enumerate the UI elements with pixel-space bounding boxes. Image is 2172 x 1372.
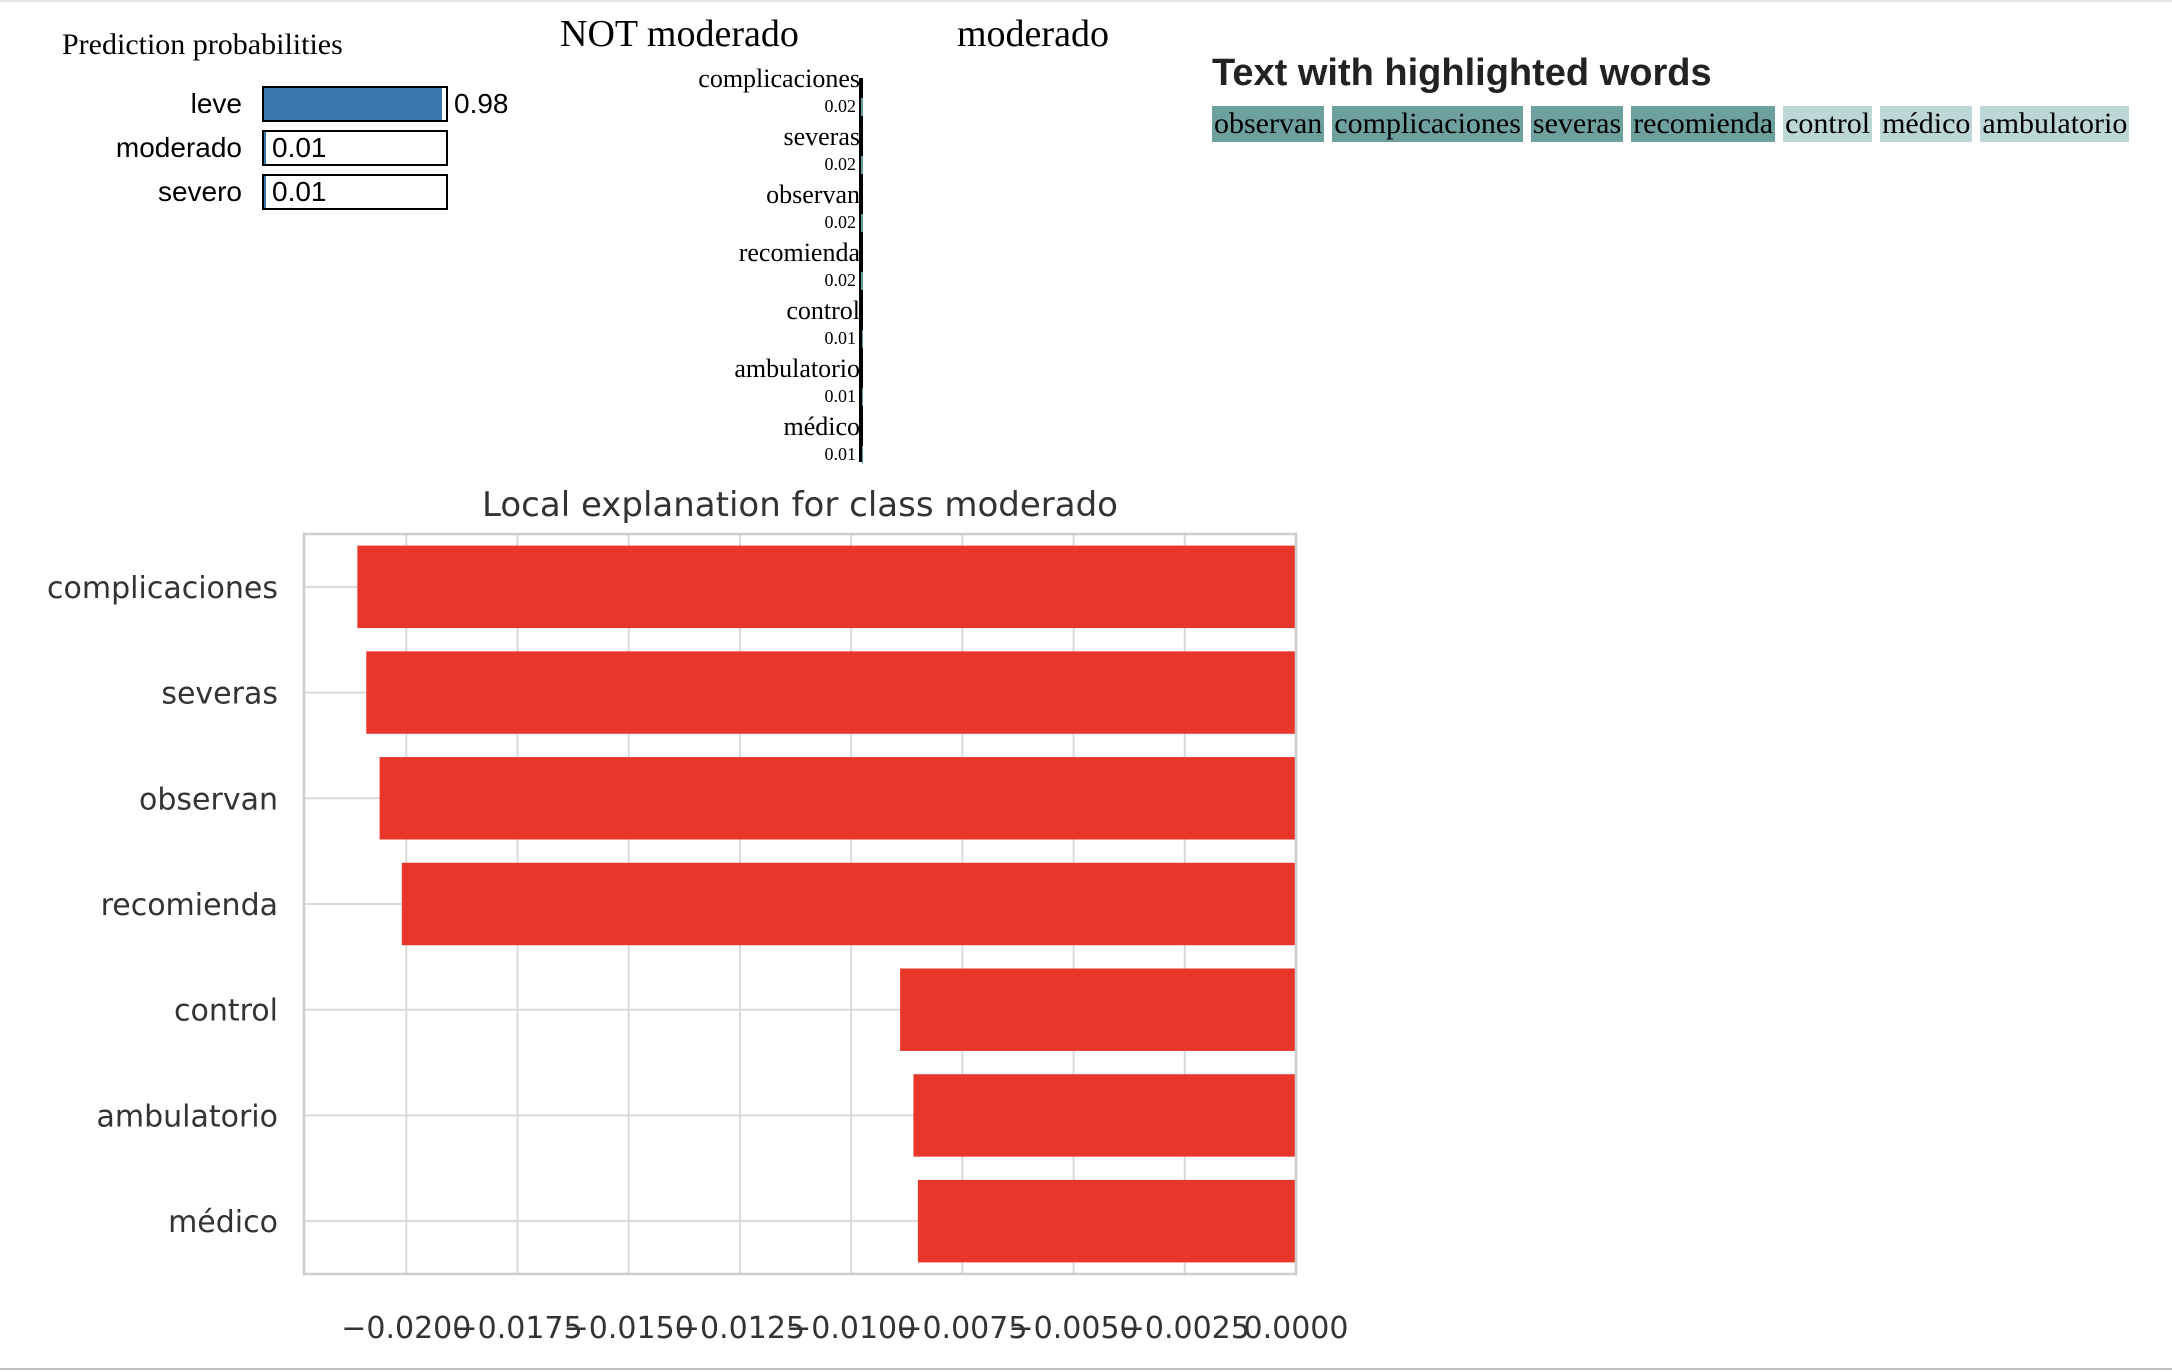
prediction-bar-fill	[264, 88, 443, 120]
feature-weight-bar	[860, 98, 863, 116]
y-tick-label: ambulatorio	[96, 1099, 278, 1134]
feature-name: complicaciones	[698, 64, 860, 93]
y-tick-label: observan	[139, 782, 278, 817]
class-header: moderado	[957, 13, 1109, 55]
feature-name: ambulatorio	[734, 354, 860, 383]
highlighted-word: complicaciones	[1332, 106, 1523, 142]
highlighted-word: ambulatorio	[1980, 106, 2130, 142]
x-tick-label: −0.0075	[897, 1311, 1027, 1346]
y-tick-label: recomienda	[101, 888, 278, 923]
feature-name: observan	[766, 180, 860, 209]
prediction-bar	[262, 174, 448, 210]
prediction-label: severo	[157, 176, 242, 207]
highlighted-word: médico	[1880, 106, 1973, 142]
feature-weight-bar	[860, 156, 863, 174]
feature-weight-bar	[861, 330, 863, 348]
highlighted-word: control	[1783, 106, 1873, 142]
chart-bar	[917, 1179, 1296, 1263]
chart-bar	[913, 1074, 1296, 1157]
highlighted-words: observan complicaciones severas recomienda c…	[1212, 106, 2130, 142]
highlighted-word: recomienda	[1631, 106, 1776, 142]
y-tick-label: complicaciones	[47, 571, 278, 606]
x-tick-label: −0.0050	[1009, 1311, 1139, 1346]
chart-bar	[366, 651, 1296, 734]
y-tick-label: severas	[161, 677, 278, 712]
feature-value: 0.02	[824, 154, 857, 174]
chart-bar	[357, 545, 1296, 629]
prediction-value: 0.01	[272, 176, 327, 207]
prediction-label: leve	[190, 88, 242, 119]
not-class-header: NOT moderado	[560, 13, 799, 55]
highlighted-word: severas	[1530, 106, 1624, 142]
chart-bar	[401, 862, 1296, 946]
feature-value: 0.01	[824, 444, 857, 464]
feature-name: severas	[783, 122, 860, 151]
feature-weight-bar	[860, 272, 863, 290]
plot-frame	[302, 532, 1298, 1276]
x-tick-label: 0.0000	[1244, 1311, 1349, 1346]
x-tick-label: −0.0150	[564, 1311, 694, 1346]
feature-name: médico	[783, 412, 860, 441]
top-divider	[0, 0, 2172, 2]
prediction-label: moderado	[115, 132, 242, 163]
feature-weights-axis	[859, 78, 863, 462]
x-tick-label: −0.0100	[786, 1311, 916, 1346]
x-tick-label: −0.0200	[341, 1311, 471, 1346]
feature-value: 0.02	[824, 270, 857, 290]
x-tick-label: −0.0125	[675, 1311, 805, 1346]
local-explanation-chart: complicaciones severas observan recomienda c…	[47, 485, 1349, 1346]
y-tick-label: control	[174, 994, 278, 1029]
y-tick-label: médico	[168, 1205, 278, 1240]
chart-bar	[379, 757, 1297, 840]
feature-weight-bar	[860, 214, 863, 232]
feature-value: 0.02	[824, 96, 857, 116]
bottom-divider	[0, 1368, 2172, 1370]
chart-bar	[900, 968, 1296, 1051]
prediction-value: 0.01	[272, 132, 327, 163]
x-tick-label: −0.0175	[452, 1311, 582, 1346]
feature-weight-bar	[861, 388, 863, 406]
x-tick-label: −0.0025	[1120, 1311, 1250, 1346]
highlighted-text-title: Text with highlighted words	[1212, 52, 1712, 94]
chart-title: Local explanation for class moderado	[482, 485, 1118, 525]
feature-name: control	[786, 296, 860, 325]
feature-value: 0.02	[824, 212, 857, 232]
feature-value: 0.01	[824, 386, 857, 406]
prediction-bar	[262, 130, 448, 166]
feature-name: recomienda	[738, 238, 860, 267]
prediction-value: 0.98	[454, 88, 509, 119]
prediction-probabilities-title: Prediction probabilities	[62, 28, 343, 61]
prediction-bar-fill	[264, 132, 266, 164]
feature-weight-bar	[861, 446, 863, 464]
prediction-bar-fill	[264, 176, 266, 208]
highlighted-word: observan	[1212, 106, 1325, 142]
prediction-bar	[262, 86, 448, 122]
feature-value: 0.01	[824, 328, 857, 348]
